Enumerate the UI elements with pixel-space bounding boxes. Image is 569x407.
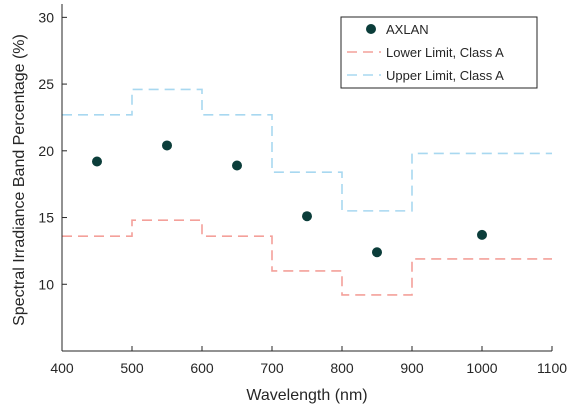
data-point: [302, 211, 312, 222]
y-tick-label: 25: [38, 76, 54, 92]
y-axis-label: Spectral Irradiance Band Percentage (%): [11, 34, 28, 326]
x-tick-labels: 400 500 600 700 800 900 1000 1100: [50, 360, 567, 376]
data-point: [372, 247, 382, 258]
data-point: [477, 229, 487, 240]
x-tick-label: 500: [120, 360, 144, 376]
x-tick-label: 900: [400, 360, 424, 376]
x-tick-label: 600: [190, 360, 214, 376]
x-tick-label: 800: [330, 360, 354, 376]
data-point: [162, 140, 172, 151]
x-tick-label: 700: [260, 360, 284, 376]
axes: [61, 4, 553, 352]
y-tick-label: 30: [38, 9, 54, 25]
legend-label: AXLAN: [386, 22, 429, 37]
y-tick-label: 20: [38, 143, 54, 159]
legend-label: Lower Limit, Class A: [386, 45, 504, 60]
legend-marker-point: [366, 24, 376, 34]
data-point: [232, 160, 242, 171]
x-tick-label: 400: [50, 360, 74, 376]
legend-label: Upper Limit, Class A: [386, 68, 504, 83]
x-tick-label: 1000: [466, 360, 497, 376]
legend: AXLAN Lower Limit, Class A Upper Limit, Cl…: [340, 16, 538, 89]
y-tick-label: 15: [38, 210, 54, 226]
data-point: [92, 156, 102, 167]
series-line-lower-limit-class-a: [62, 219, 552, 296]
y-tick-label: 10: [38, 276, 54, 292]
y-tick-labels: 10 15 20 25 30: [38, 9, 54, 292]
x-tick-label: 1100: [537, 360, 567, 376]
series-line-upper-limit-class-a: [62, 88, 552, 212]
x-axis-label: Wavelength (nm): [246, 387, 367, 404]
plot-series-layer: [62, 88, 552, 296]
